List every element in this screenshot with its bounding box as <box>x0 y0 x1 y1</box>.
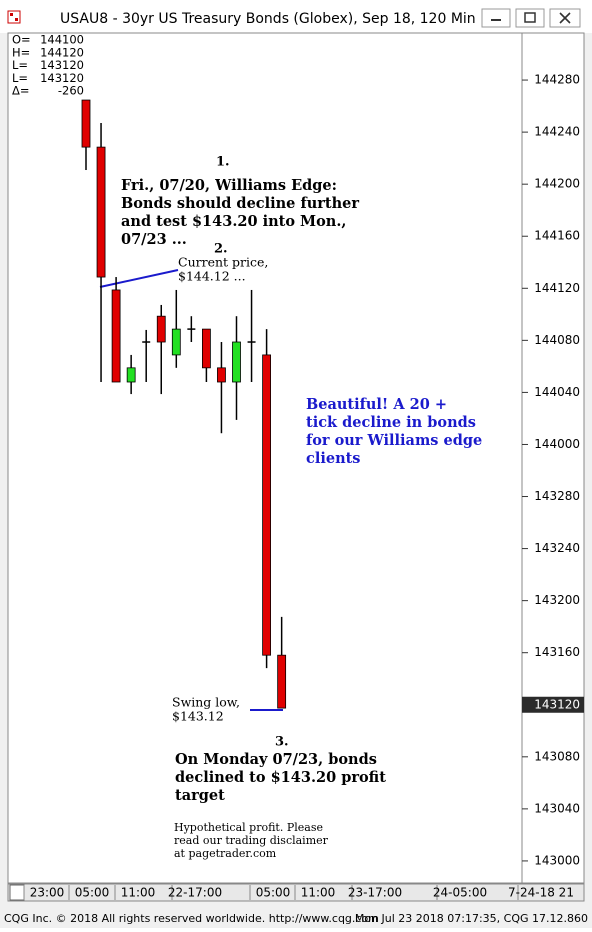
x-tick-label: 05:00 <box>256 886 291 900</box>
app-icon-dot <box>15 18 18 21</box>
maximize-button[interactable] <box>515 8 545 28</box>
candle-body <box>111 289 121 383</box>
stat-value: 143120 <box>40 58 84 72</box>
x-tick-label: 11:00 <box>301 886 336 900</box>
close-icon <box>559 12 571 24</box>
annotation: tick decline in bonds <box>306 414 476 431</box>
y-tick-label: 144280 <box>534 73 580 87</box>
annotation: declined to $143.20 profit <box>175 769 386 786</box>
stat-label: H= <box>12 45 30 59</box>
app-icon-dot <box>10 13 13 16</box>
candle-body <box>277 654 287 709</box>
candle-body <box>96 146 106 278</box>
stat-label: Δ= <box>12 84 30 98</box>
annotation: 3. <box>275 735 289 750</box>
time-axis <box>7 883 585 902</box>
annotation: and test $143.20 into Mon., <box>121 213 346 230</box>
y-tick-label: 143200 <box>534 593 580 607</box>
y-tick-label: 144080 <box>534 333 580 347</box>
annotation: Current price, <box>178 255 268 270</box>
last-price-label: 143120 <box>534 697 580 711</box>
y-tick-label: 144160 <box>534 229 580 243</box>
footer-right: Mon Jul 23 2018 07:17:35, CQG 17.12.860 <box>355 912 588 925</box>
stat-label: O= <box>12 33 31 47</box>
x-tick-label: 23:00 <box>30 886 65 900</box>
x-tick-label: 22-17:00 <box>168 886 222 900</box>
y-tick-label: 143280 <box>534 489 580 503</box>
annotation: 1. <box>216 155 230 170</box>
candle-body <box>126 367 136 383</box>
candle-body <box>232 341 241 383</box>
stat-value: 144100 <box>40 33 84 47</box>
minimize-button[interactable] <box>481 8 511 28</box>
y-tick-label: 144200 <box>534 177 580 191</box>
annotation: 07/23 ... <box>121 231 187 248</box>
stat-label: L= <box>12 58 28 72</box>
y-tick-label: 143000 <box>534 853 580 867</box>
annotation: for our Williams edge <box>306 432 482 449</box>
annotation: target <box>175 787 225 804</box>
x-tick-label: 23-17:00 <box>348 886 402 900</box>
annotation: at pagetrader.com <box>174 847 277 860</box>
y-tick-label: 144240 <box>534 125 580 139</box>
annotation: 2. <box>214 242 228 257</box>
y-tick-label: 143040 <box>534 801 580 815</box>
annotation: Beautiful! A 20 + <box>306 396 447 413</box>
x-tick-label: 05:00 <box>75 886 110 900</box>
candle-body <box>217 367 226 383</box>
footer-left: CQG Inc. © 2018 All rights reserved worl… <box>4 912 379 925</box>
annotation: Swing low, <box>172 695 240 710</box>
last-price-box <box>522 696 584 713</box>
y-tick-label: 143160 <box>534 645 580 659</box>
candle-body <box>171 328 181 356</box>
scroll-handle[interactable] <box>9 884 25 901</box>
x-tick-label: 11:00 <box>121 886 156 900</box>
candle-body <box>262 354 272 656</box>
annotation: $143.12 <box>172 709 224 724</box>
window-title: USAU8 - 30yr US Treasury Bonds (Globex),… <box>60 11 476 27</box>
stat-value: 144120 <box>40 45 84 59</box>
annotation: Fri., 07/20, Williams Edge: <box>121 177 337 194</box>
candle-body <box>81 99 91 148</box>
annotation: read our trading disclaimer <box>174 834 329 847</box>
y-tick-label: 143080 <box>534 749 580 763</box>
annotation: Bonds should decline further <box>121 195 359 212</box>
annotation: On Monday 07/23, bonds <box>175 751 377 768</box>
y-tick-label: 143240 <box>534 541 580 555</box>
y-tick-label: 144040 <box>534 385 580 399</box>
candle-body <box>156 315 166 343</box>
stat-value: 143120 <box>40 71 84 85</box>
candle-body <box>201 328 211 369</box>
annotation: $144.12 ... <box>178 269 246 284</box>
stat-label: L= <box>12 71 28 85</box>
y-tick-label: 144120 <box>534 281 580 295</box>
app-icon <box>7 10 21 24</box>
y-tick-label: 144000 <box>534 437 580 451</box>
x-tick-label: 7-24-18 21 <box>508 886 574 900</box>
stat-value: -260 <box>58 84 84 98</box>
price-axis <box>521 32 585 884</box>
annotation: clients <box>306 450 360 467</box>
maximize-icon <box>524 12 536 23</box>
annotation: Hypothetical profit. Please <box>174 821 323 834</box>
x-tick-label: 24-05:00 <box>433 886 487 900</box>
trend-line <box>99 269 179 288</box>
